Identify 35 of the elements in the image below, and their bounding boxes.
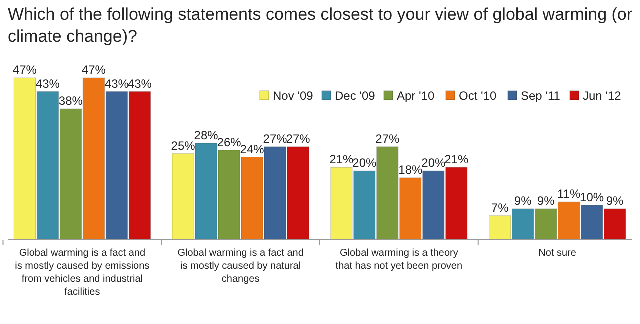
legend-label: Jun '12	[583, 89, 622, 103]
data-label: 47%	[12, 63, 38, 77]
data-label: 24%	[240, 142, 265, 156]
data-label: 9%	[606, 194, 624, 208]
x-tick-label: Global warming is a fact and is mostly caused by natural changes	[178, 248, 304, 285]
legend-label: Sep '11	[521, 89, 561, 103]
data-label: 20%	[352, 156, 378, 170]
x-tick-label: Not sure	[538, 248, 577, 259]
data-label: 10%	[580, 190, 604, 205]
data-label: 27%	[376, 132, 400, 146]
data-label: 43%	[128, 76, 152, 91]
data-label: 21%	[444, 152, 470, 167]
data-label: 9%	[537, 194, 556, 208]
legend-label: Nov '09	[273, 89, 314, 103]
data-label: 25%	[171, 138, 196, 153]
data-label: 20%	[422, 156, 446, 170]
data-label: 26%	[217, 135, 242, 150]
x-tick-label: Global warming is a fact and is mostly caused by emissions from vehicles and industrial facilities	[15, 248, 150, 298]
data-label: 38%	[58, 94, 84, 108]
data-label: 21%	[330, 152, 354, 167]
data-label: 7%	[491, 200, 510, 215]
data-label: 18%	[398, 162, 424, 177]
data-label: 43%	[36, 76, 60, 91]
data-label: 28%	[194, 128, 219, 142]
data-label: 43%	[104, 76, 130, 91]
chart-title: Which of the following statements comes closest to your view of global warming (or climate change)?	[8, 5, 633, 46]
data-label: 9%	[514, 194, 532, 208]
data-label: 11%	[557, 187, 581, 202]
legend-label: Apr '10	[397, 89, 435, 103]
legend-label: Oct '10	[459, 89, 497, 103]
data-label: 27%	[263, 132, 288, 146]
x-tick-label: Global warming is a theory that has not yet been proven	[336, 248, 463, 272]
data-label: 27%	[286, 132, 311, 146]
legend-label: Dec '09	[335, 89, 376, 103]
data-label: 47%	[82, 63, 106, 77]
